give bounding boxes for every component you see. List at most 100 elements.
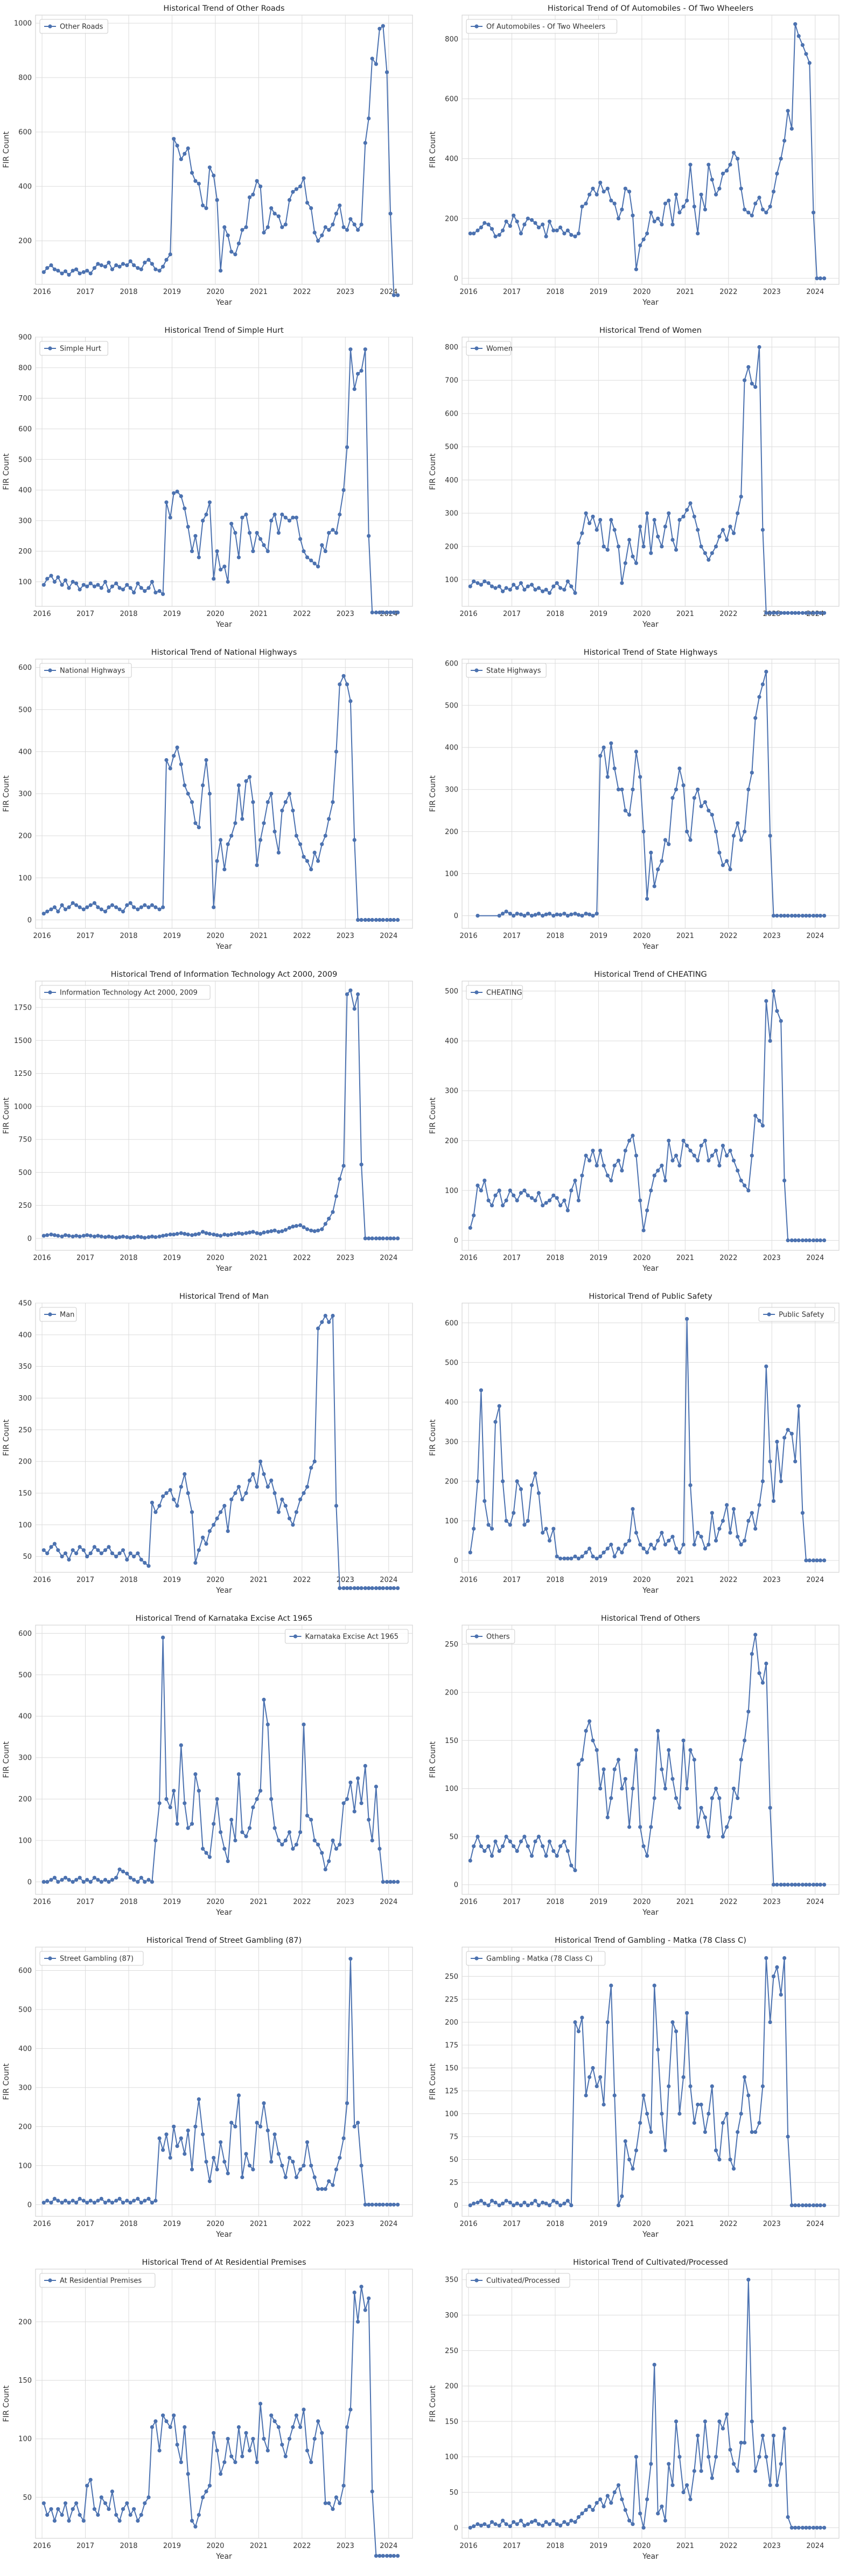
y-tick-label: 500 (18, 1169, 32, 1177)
data-point (558, 2523, 563, 2528)
data-point (620, 1168, 624, 1173)
data-point (670, 2483, 675, 2487)
data-point (384, 610, 389, 614)
data-point (782, 611, 787, 615)
data-point (334, 1846, 339, 1851)
x-tick-label: 2022 (719, 1898, 737, 1906)
data-point (649, 1825, 653, 1829)
data-point (60, 2201, 64, 2205)
data-point (363, 1763, 367, 1768)
data-point (143, 589, 147, 593)
data-point (132, 905, 136, 909)
legend-marker (48, 2278, 52, 2283)
data-point (345, 1586, 349, 1590)
data-point (551, 914, 556, 918)
data-point (746, 211, 751, 215)
data-point (789, 2203, 794, 2208)
x-tick-label: 2017 (76, 1254, 94, 1262)
y-tick-label: 200 (445, 2383, 458, 2391)
data-point (645, 511, 649, 515)
data-point (728, 1530, 732, 1535)
data-point (164, 1491, 169, 1495)
data-point (74, 1234, 79, 1238)
data-point (381, 1586, 385, 1590)
data-point (710, 2476, 714, 2480)
data-point (638, 243, 642, 248)
x-tick-label: 2018 (546, 2542, 564, 2550)
y-tick-label: 100 (445, 1517, 458, 1525)
data-point (396, 2202, 400, 2207)
data-point (287, 1830, 292, 1835)
data-point (775, 1882, 779, 1887)
data-point (236, 2093, 241, 2097)
plot-area (35, 15, 413, 285)
data-point (207, 1231, 212, 1236)
data-point (125, 1235, 129, 1240)
data-point (497, 2523, 501, 2528)
data-point (305, 1485, 310, 1489)
data-point (327, 2179, 331, 2183)
data-point (125, 1871, 129, 1876)
data-point (529, 1483, 534, 1487)
x-tick-label: 2022 (719, 2220, 737, 2228)
data-point (490, 227, 494, 231)
data-point (323, 2501, 327, 2505)
data-point (302, 549, 306, 554)
x-tick-label: 2018 (120, 1898, 137, 1906)
data-point (529, 583, 534, 587)
data-point (356, 918, 360, 922)
x-tick-label: 2021 (250, 288, 268, 296)
x-tick-label: 2023 (337, 288, 354, 296)
legend-marker (474, 668, 479, 673)
data-point (63, 2199, 68, 2203)
x-axis-label: Year (215, 942, 232, 951)
data-point (609, 1983, 613, 1987)
data-point (276, 1230, 281, 1234)
data-point (588, 521, 592, 526)
data-point (818, 276, 822, 281)
data-point (190, 1510, 194, 1514)
x-tick-label: 2016 (460, 610, 478, 618)
x-tick-label: 2023 (337, 610, 354, 618)
data-point (258, 1231, 263, 1236)
data-point (150, 2425, 154, 2430)
x-tick-label: 2017 (503, 2542, 521, 2550)
data-point (352, 1006, 356, 1011)
data-point (522, 587, 527, 592)
data-point (476, 2200, 480, 2205)
data-point (504, 586, 508, 590)
data-point (807, 611, 812, 615)
data-point (190, 1233, 194, 1237)
data-point (168, 1233, 172, 1237)
data-point (576, 541, 581, 545)
y-tick-label: 250 (445, 1973, 458, 1981)
data-point (175, 2144, 179, 2148)
data-point (247, 2448, 252, 2453)
data-point (591, 186, 595, 191)
x-tick-label: 2022 (293, 2220, 311, 2228)
data-point (652, 884, 656, 888)
data-point (551, 228, 556, 233)
data-point (591, 514, 595, 519)
data-point (743, 1538, 747, 1543)
data-point (125, 583, 129, 587)
data-point (161, 1494, 165, 1499)
data-point (472, 2201, 476, 2206)
data-point (338, 1177, 342, 1181)
data-point (472, 1844, 476, 1849)
x-axis-label: Year (642, 2230, 659, 2239)
data-point (670, 222, 675, 227)
data-point (143, 1880, 147, 1884)
plot-area (35, 1303, 413, 1573)
data-point (348, 1586, 353, 1590)
data-point (128, 259, 132, 263)
data-point (660, 2504, 664, 2509)
data-point (757, 345, 761, 349)
chart-panel: Historical Trend of National Highways 201… (0, 644, 426, 966)
data-point (634, 2148, 638, 2153)
data-point (269, 206, 274, 211)
y-tick-label: 400 (18, 748, 32, 756)
data-point (584, 2508, 588, 2512)
data-point (529, 2201, 534, 2206)
data-point (341, 2136, 346, 2140)
